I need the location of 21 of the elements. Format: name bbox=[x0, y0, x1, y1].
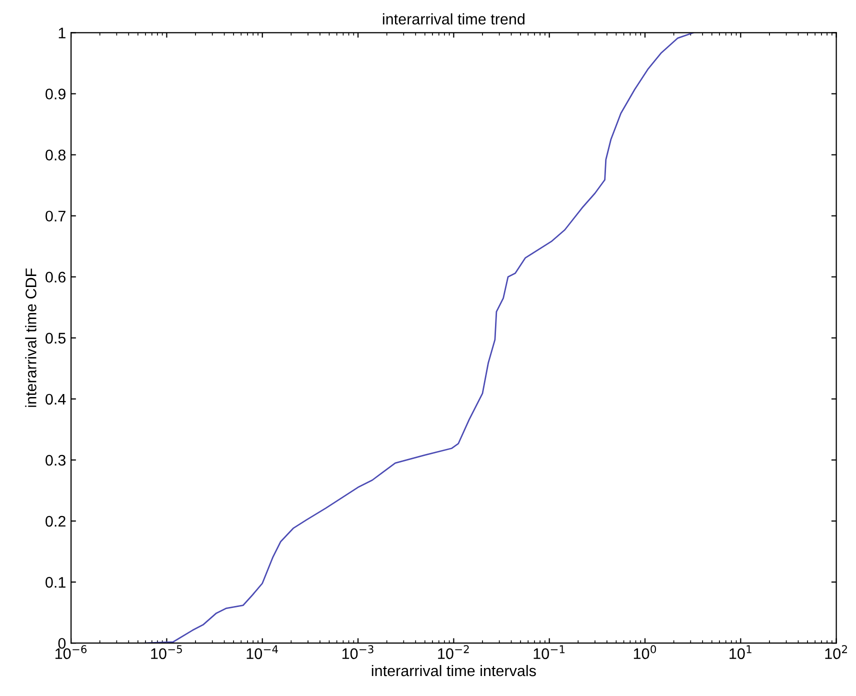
x-tick-label: 10$^{−3}$ bbox=[342, 645, 374, 660]
x-tick-label: 10$^{−4}$ bbox=[246, 645, 278, 660]
x-tick-label: 10$^{0}$ bbox=[634, 645, 656, 660]
y-tick-label: 1 bbox=[58, 28, 66, 38]
y-tick-label: 0.3 bbox=[46, 454, 66, 466]
y-tick-label: 0.4 bbox=[46, 394, 66, 405]
x-tick-label: 10$^{2}$ bbox=[825, 645, 847, 660]
y-tick-label: 0.8 bbox=[46, 150, 66, 160]
y-tick-label: 0.2 bbox=[46, 516, 66, 527]
x-tick-label: 10$^{1}$ bbox=[730, 645, 752, 660]
y-tick-label: 0.6 bbox=[46, 272, 66, 283]
x-axis-title: interarrival time intervals bbox=[372, 664, 536, 676]
chart-title: interarrival time trend bbox=[382, 13, 524, 25]
y-axis-title: interarrival time CDF bbox=[25, 268, 36, 407]
y-tick-label: 0.7 bbox=[46, 210, 66, 222]
x-tick-label: 10$^{−5}$ bbox=[151, 645, 182, 660]
x-tick-label: 10$^{−2}$ bbox=[438, 645, 469, 660]
y-tick-label: 0.5 bbox=[46, 332, 66, 344]
x-tick-label: 10$^{−1}$ bbox=[534, 645, 565, 660]
y-tick-label: 0.9 bbox=[46, 88, 66, 100]
y-tick-label: 0.1 bbox=[46, 576, 66, 588]
